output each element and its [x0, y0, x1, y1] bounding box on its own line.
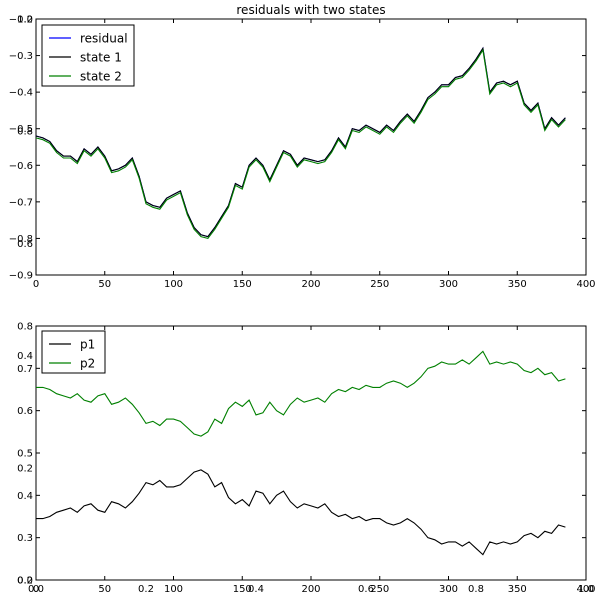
x-tick-label: 0	[33, 279, 39, 290]
background-axes: 0.0 0.2 0.4 0.6 0.8 1.00.00.20.40.60.81.0	[17, 15, 594, 596]
x-tick-label: 400	[576, 584, 595, 595]
y-tick-label: −0.7	[9, 197, 33, 208]
bg-x-tick-label: 1.0	[578, 584, 594, 595]
y-tick-label: 0.6	[17, 406, 33, 417]
series-line-state-2	[35, 48, 566, 240]
x-tick-label: 350	[508, 584, 527, 595]
legend: residual state 1 state 2	[41, 24, 135, 87]
legend-label: state 1	[80, 51, 122, 65]
legend-box	[41, 330, 106, 374]
x-tick-label: 50	[98, 584, 111, 595]
bg-x-tick-label: 0.6	[358, 584, 374, 595]
x-tick-label: 250	[370, 279, 389, 290]
bg-y-tick-label: 0.0	[17, 576, 33, 587]
bg-y-tick-label: 0.8	[17, 127, 33, 138]
x-tick-label: 50	[98, 279, 111, 290]
plot-area	[35, 325, 587, 581]
x-tick-label: 200	[301, 279, 320, 290]
top-chart: residuals with two states 0 50 100 150 200 250…	[9, 3, 596, 290]
x-tick-label: 400	[576, 279, 595, 290]
y-tick-label: −0.9	[9, 271, 33, 282]
x-tick-label: 100	[164, 279, 183, 290]
x-tick-label: 250	[370, 584, 389, 595]
y-tick-label: 0.8	[17, 322, 33, 333]
y-tick-label: 0.2	[17, 576, 33, 587]
y-tick-label: −0.3	[9, 51, 33, 62]
x-tick-label: 0	[33, 584, 39, 595]
x-tick-label: 150	[233, 584, 252, 595]
x-tick-label: 300	[439, 584, 458, 595]
bg-y-tick-label: 0.6	[17, 239, 33, 250]
chart-title: residuals with two states	[236, 3, 385, 17]
x-tick-label: 200	[301, 584, 320, 595]
bg-y-tick-label: 0.2	[17, 463, 33, 474]
x-tick-label: 150	[233, 279, 252, 290]
legend-label: state 2	[80, 70, 122, 84]
y-tick-label: −0.2	[9, 15, 33, 26]
x-tick-label: 100	[164, 584, 183, 595]
bottom-chart: 0 50 100 150 200 250 300 350 400 0.2 0.3 0.4 0.5 0.6 0…	[17, 322, 595, 596]
y-tick-label: −0.6	[9, 161, 33, 172]
series-line-state-1	[35, 46, 566, 238]
legend-label: p1	[80, 338, 95, 352]
x-tick-label: 350	[508, 279, 527, 290]
bg-x-tick-label: 0.0	[28, 584, 44, 595]
bg-x-tick-label: 0.8	[468, 584, 484, 595]
bg-x-tick-label: 0.4	[248, 584, 264, 595]
legend-label: residual	[80, 32, 128, 46]
series-line-p2	[36, 350, 566, 437]
y-tick-label: 0.3	[17, 533, 33, 544]
bg-y-tick-label: 0.4	[17, 351, 33, 362]
x-tick-label: 300	[439, 279, 458, 290]
y-tick-label: 0.5	[17, 449, 33, 460]
y-tick-label: 0.7	[17, 364, 33, 375]
y-tick-label: −0.5	[9, 124, 33, 135]
bg-y-tick-label: 1.0	[17, 15, 33, 26]
y-tick-label: 0.4	[17, 491, 33, 502]
bg-x-tick-label: 0.2	[138, 584, 154, 595]
y-tick-label: −0.8	[9, 234, 33, 245]
y-tick-label: −0.4	[9, 88, 33, 99]
series-line-p1	[36, 469, 566, 556]
legend-label: p2	[80, 357, 95, 371]
